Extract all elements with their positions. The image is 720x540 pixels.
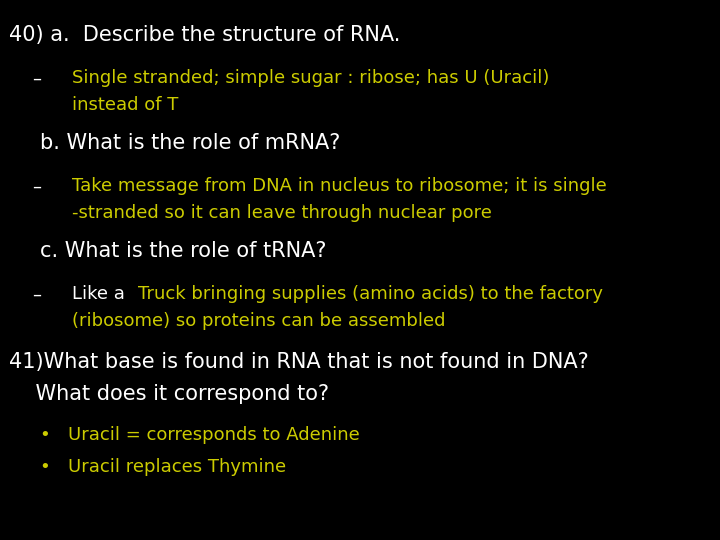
Text: (ribosome) so proteins can be assembled: (ribosome) so proteins can be assembled xyxy=(72,312,446,330)
Text: –: – xyxy=(32,177,42,195)
Text: Truck bringing supplies (amino acids) to the factory: Truck bringing supplies (amino acids) to… xyxy=(138,285,603,303)
Text: instead of T: instead of T xyxy=(72,96,179,114)
Text: •   Uracil replaces Thymine: • Uracil replaces Thymine xyxy=(40,458,286,476)
Text: Like a: Like a xyxy=(72,285,130,303)
Text: 40) a.  Describe the structure of RNA.: 40) a. Describe the structure of RNA. xyxy=(9,25,401,45)
Text: –: – xyxy=(32,69,42,87)
Text: b. What is the role of mRNA?: b. What is the role of mRNA? xyxy=(40,133,340,153)
Text: Single stranded; simple sugar : ribose; has U (Uracil): Single stranded; simple sugar : ribose; … xyxy=(72,69,549,87)
Text: –: – xyxy=(32,285,42,303)
Text: What does it correspond to?: What does it correspond to? xyxy=(9,384,330,404)
Text: Take message from DNA in nucleus to ribosome; it is single: Take message from DNA in nucleus to ribo… xyxy=(72,177,607,195)
Text: -stranded so it can leave through nuclear pore: -stranded so it can leave through nuclea… xyxy=(72,204,492,222)
Text: 41)What base is found in RNA that is not found in DNA?: 41)What base is found in RNA that is not… xyxy=(9,352,589,372)
Text: c. What is the role of tRNA?: c. What is the role of tRNA? xyxy=(40,241,326,261)
Text: •   Uracil = corresponds to Adenine: • Uracil = corresponds to Adenine xyxy=(40,426,359,444)
